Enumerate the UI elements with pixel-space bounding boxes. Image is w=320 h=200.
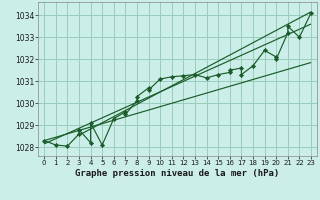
- X-axis label: Graphe pression niveau de la mer (hPa): Graphe pression niveau de la mer (hPa): [76, 169, 280, 178]
